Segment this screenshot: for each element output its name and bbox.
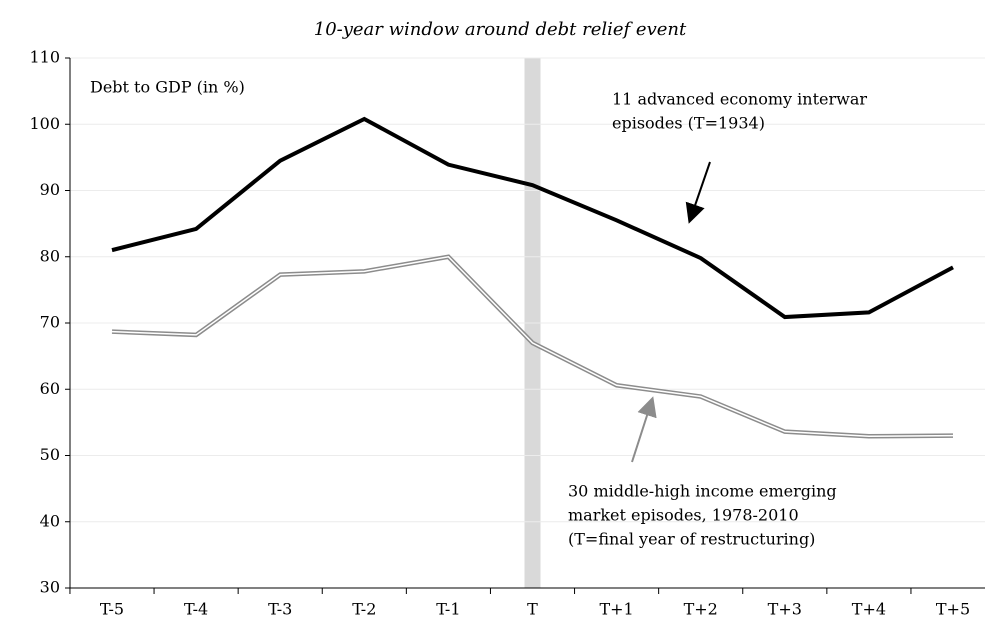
x-tick-label: T-2 (352, 600, 376, 619)
y-tick-label: 80 (40, 246, 60, 265)
annotation: (T=final year of restructuring) (568, 530, 815, 549)
arrow (685, 161, 711, 224)
annotation: episodes (T=1934) (612, 114, 765, 133)
x-tick-label: T+5 (936, 600, 970, 619)
y-tick-label: 110 (29, 48, 60, 67)
x-tick-label: T+2 (684, 600, 718, 619)
x-tick-label: T (527, 600, 538, 619)
annotation: market episodes, 1978-2010 (568, 506, 799, 525)
series-line (111, 116, 954, 320)
x-tick-label: T+1 (599, 600, 633, 619)
y-tick-label: 90 (40, 180, 60, 199)
x-tick-label: T-1 (436, 600, 460, 619)
x-tick-label: T-3 (268, 600, 292, 619)
y-tick-label: 100 (29, 114, 60, 133)
y-tick-label: 30 (40, 578, 60, 597)
series-line-inner (111, 255, 954, 438)
y-tick-label: 70 (40, 313, 60, 332)
y-tick-label: 40 (40, 511, 60, 530)
y-tick-label: 50 (40, 445, 60, 464)
y-axis-label: Debt to GDP (in %) (90, 78, 245, 97)
y-tick-label: 60 (40, 379, 60, 398)
x-tick-label: T-5 (100, 600, 124, 619)
x-tick-label: T+3 (768, 600, 802, 619)
x-tick-label: T+4 (852, 600, 886, 619)
annotation: 11 advanced economy interwar (612, 90, 867, 109)
annotation: 30 middle-high income emerging (568, 482, 837, 501)
chart-title: 10-year window around debt relief event (314, 19, 687, 40)
arrow (631, 396, 657, 463)
x-tick-label: T-4 (184, 600, 208, 619)
